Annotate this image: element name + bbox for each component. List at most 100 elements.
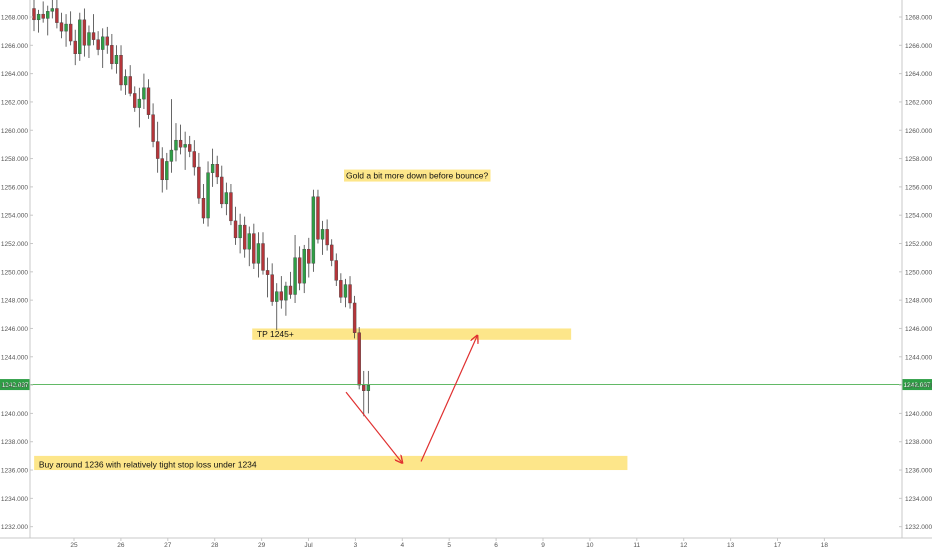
x-tick-label: 29 [258, 542, 266, 549]
candle-body [325, 229, 329, 246]
annotation-texts: Gold a bit more down before bounce? TP 12… [39, 169, 491, 469]
y-tick-label-left: 1252.000 [1, 241, 28, 248]
candle-body [41, 13, 45, 19]
candle-body [128, 76, 132, 94]
candle-body [123, 76, 128, 86]
candle-body [293, 257, 297, 295]
x-tick-label: 3 [354, 542, 358, 549]
y-tick-label-right: 1248.000 [905, 298, 932, 305]
y-tick-label-right: 1242.000 [905, 383, 932, 390]
y-tick-label-left: 1242.000 [1, 383, 28, 390]
y-tick-label-left: 1244.000 [1, 354, 28, 361]
y-tick-label-right: 1264.000 [905, 71, 932, 78]
candle-body [252, 233, 256, 264]
x-tick-label: 13 [727, 542, 735, 549]
y-tick-label-left: 1236.000 [1, 468, 28, 475]
candle-body [265, 270, 270, 275]
candle-body [348, 284, 352, 304]
candle-body [174, 139, 178, 151]
candle-body [73, 40, 77, 55]
candle-body [352, 302, 357, 333]
x-tick-label: 18 [821, 542, 829, 549]
x-tick-label: 11 [633, 542, 640, 549]
x-tick-label: 5 [447, 542, 451, 549]
annotation-zone [34, 455, 628, 471]
candle-body [68, 23, 73, 42]
candle-body [155, 141, 160, 159]
candle-body [178, 139, 183, 148]
y-tick-label-right: 1234.000 [905, 496, 932, 503]
candle-body [357, 332, 361, 386]
y-tick-label-left: 1248.000 [1, 298, 28, 305]
candle-body [137, 98, 142, 108]
y-tick-label-left: 1240.000 [1, 411, 28, 418]
x-tick-label: 17 [774, 542, 782, 549]
annotation-zone [252, 328, 572, 340]
candle-body [320, 229, 325, 240]
candle-body [46, 11, 50, 19]
y-tick-label-left: 1250.000 [1, 269, 28, 276]
y-tick-label-right: 1240.000 [905, 411, 932, 418]
candle-body [160, 158, 164, 181]
candle-body [247, 233, 251, 250]
y-tick-label-right: 1236.000 [905, 468, 932, 475]
y-tick-label-left: 1234.000 [1, 496, 28, 503]
x-tick-label: 28 [211, 542, 219, 549]
x-tick-label: 25 [70, 542, 78, 549]
candle-body [133, 93, 137, 108]
x-tick-label: 26 [117, 542, 125, 549]
annotation-arrow [345, 391, 402, 463]
y-tick-label-left: 1268.000 [1, 14, 28, 21]
candle-body [165, 161, 169, 181]
candle-body [32, 8, 36, 21]
candle-body [87, 32, 91, 46]
current-price-badge-right [902, 379, 932, 391]
candle-body [183, 144, 187, 148]
annotation-text: Buy around 1236 with relatively tight st… [39, 459, 257, 469]
current-price-label-left: 1242.037 [1, 382, 28, 389]
candle-body [96, 39, 100, 50]
candle-body [343, 284, 348, 298]
current-price-badge-left [0, 379, 30, 391]
y-tick-label-left: 1258.000 [1, 156, 28, 163]
y-tick-label-right: 1268.000 [905, 14, 932, 21]
y-tick-label-right: 1252.000 [905, 241, 932, 248]
candle-body [330, 244, 334, 261]
candle-body [316, 196, 320, 240]
candle-body [201, 198, 206, 219]
candle-body [100, 36, 105, 50]
candle-body [362, 384, 366, 391]
x-tick-label: Jul [304, 542, 313, 549]
candle-body [229, 192, 233, 222]
candle-body [284, 285, 288, 301]
candle-body [339, 280, 343, 298]
annotation-arrow [420, 336, 477, 462]
candle-body [169, 149, 174, 162]
candle-body [64, 23, 68, 32]
x-tick-label: 9 [541, 542, 545, 549]
candle-body [220, 176, 224, 205]
y-tick-label-right: 1250.000 [905, 269, 932, 276]
y-tick-label-left: 1256.000 [1, 184, 28, 191]
candle-body [146, 87, 151, 115]
y-tick-label-left: 1232.000 [1, 524, 28, 531]
y-tick-label-right: 1262.000 [905, 99, 932, 106]
candle-body [261, 243, 265, 271]
x-tick-label: 4 [400, 542, 404, 549]
annotation-zones [34, 328, 628, 471]
x-tick-label: 10 [586, 542, 594, 549]
candle-body [59, 22, 64, 32]
x-tick-label: 6 [494, 542, 498, 549]
annotation-text-background [344, 169, 491, 182]
y-tick-label-left: 1238.000 [1, 439, 28, 446]
candle-body [197, 166, 201, 199]
y-tick-label-left: 1266.000 [1, 43, 28, 50]
candle-body [119, 55, 123, 86]
candle-body [366, 384, 371, 391]
candle-body [110, 45, 114, 64]
y-tick-label-right: 1238.000 [905, 439, 932, 446]
y-tick-label-right: 1260.000 [905, 128, 932, 135]
